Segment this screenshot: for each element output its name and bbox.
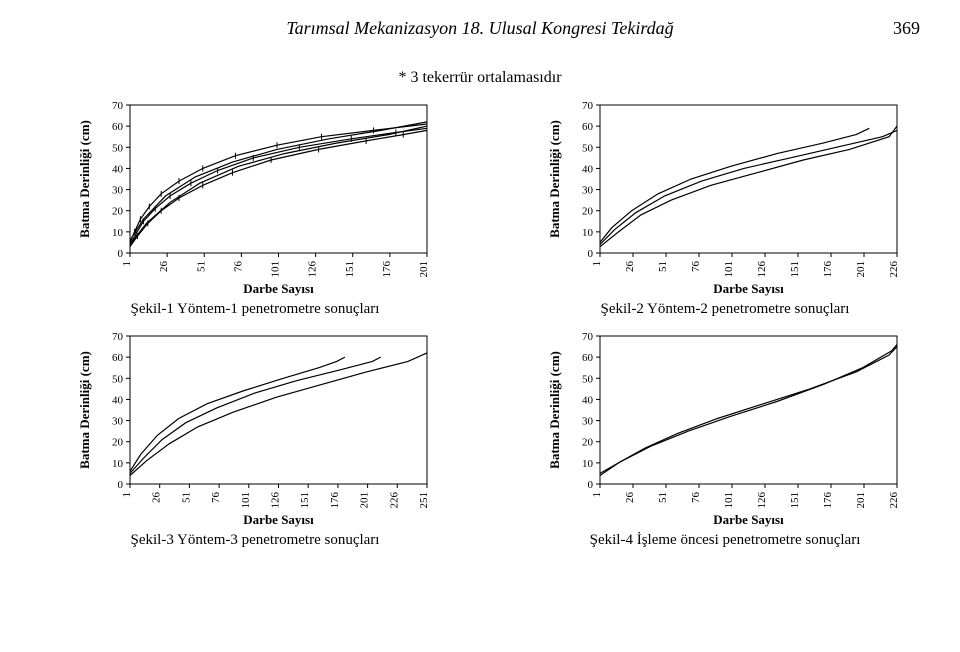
svg-text:176: 176 [329, 492, 341, 509]
chart-3: 0102030405060701265176101126151176201226… [75, 328, 435, 528]
svg-text:50: 50 [582, 373, 594, 385]
caption-2: Şekil-2 Yöntem-2 penetrometre sonuçları [601, 301, 850, 318]
svg-text:50: 50 [582, 142, 594, 154]
svg-text:40: 40 [582, 394, 594, 406]
svg-text:20: 20 [112, 206, 124, 218]
svg-text:151: 151 [789, 261, 801, 278]
svg-text:60: 60 [582, 352, 594, 364]
svg-text:40: 40 [112, 163, 124, 175]
svg-text:20: 20 [582, 206, 594, 218]
svg-text:70: 70 [112, 100, 124, 112]
svg-text:76: 76 [690, 261, 702, 273]
chart-2: 0102030405060701265176101126151176201226… [545, 97, 905, 297]
chart-1: 0102030405060701265176101126151176201Bat… [75, 97, 435, 297]
svg-text:101: 101 [723, 261, 735, 278]
svg-text:Darbe Sayısı: Darbe Sayısı [713, 281, 784, 296]
svg-text:40: 40 [112, 394, 124, 406]
line-chart: 0102030405060701265176101126151176201226… [75, 328, 435, 528]
svg-text:26: 26 [158, 261, 170, 273]
svg-text:10: 10 [112, 227, 124, 239]
svg-text:76: 76 [210, 492, 222, 504]
svg-text:51: 51 [180, 492, 192, 503]
svg-text:201: 201 [359, 492, 371, 509]
svg-text:101: 101 [270, 261, 282, 278]
svg-text:51: 51 [657, 261, 669, 272]
svg-text:Batma Derinliği (cm): Batma Derinliği (cm) [547, 120, 562, 238]
svg-text:Batma Derinliği (cm): Batma Derinliği (cm) [77, 120, 92, 238]
svg-text:20: 20 [582, 437, 594, 449]
svg-text:51: 51 [195, 261, 207, 272]
svg-text:151: 151 [299, 492, 311, 509]
svg-text:76: 76 [690, 492, 702, 504]
page-number: 369 [893, 18, 920, 39]
chart-grid: 0102030405060701265176101126151176201Bat… [40, 97, 920, 549]
svg-text:176: 176 [822, 492, 834, 509]
svg-text:0: 0 [118, 248, 124, 260]
svg-text:201: 201 [855, 261, 867, 278]
svg-text:226: 226 [888, 261, 900, 278]
svg-text:Darbe Sayısı: Darbe Sayısı [243, 281, 314, 296]
svg-text:51: 51 [657, 492, 669, 503]
svg-text:50: 50 [112, 373, 124, 385]
svg-text:126: 126 [756, 261, 768, 278]
svg-text:101: 101 [723, 492, 735, 509]
svg-text:70: 70 [582, 331, 594, 343]
svg-text:10: 10 [112, 458, 124, 470]
svg-text:26: 26 [624, 261, 636, 273]
svg-text:20: 20 [112, 437, 124, 449]
svg-text:50: 50 [112, 142, 124, 154]
svg-text:226: 226 [388, 492, 400, 509]
svg-text:1: 1 [591, 492, 603, 498]
caption-3: Şekil-3 Yöntem-3 penetrometre sonuçları [131, 532, 380, 549]
svg-text:10: 10 [582, 227, 594, 239]
caption-4: Şekil-4 İşleme öncesi penetrometre sonuç… [590, 532, 861, 549]
svg-text:70: 70 [112, 331, 124, 343]
svg-text:126: 126 [307, 261, 319, 278]
svg-text:26: 26 [151, 492, 163, 504]
header-title: Tarımsal Mekanizasyon 18. Ulusal Kongres… [286, 18, 673, 38]
svg-text:176: 176 [381, 261, 393, 278]
line-chart: 0102030405060701265176101126151176201226… [545, 97, 905, 297]
chart-4: 0102030405060701265176101126151176201226… [545, 328, 905, 528]
svg-text:60: 60 [112, 352, 124, 364]
svg-text:30: 30 [582, 416, 594, 428]
svg-text:1: 1 [121, 492, 133, 498]
svg-text:60: 60 [112, 121, 124, 133]
svg-text:30: 30 [112, 185, 124, 197]
svg-text:Darbe Sayısı: Darbe Sayısı [243, 512, 314, 527]
svg-text:30: 30 [582, 185, 594, 197]
svg-text:Batma Derinliği (cm): Batma Derinliği (cm) [77, 351, 92, 469]
footnote: * 3 tekerrür ortalamasıdır [40, 69, 920, 87]
svg-text:126: 126 [756, 492, 768, 509]
svg-text:1: 1 [591, 261, 603, 267]
svg-text:1: 1 [121, 261, 133, 267]
svg-text:201: 201 [418, 261, 430, 278]
svg-text:Darbe Sayısı: Darbe Sayısı [713, 512, 784, 527]
svg-text:251: 251 [418, 492, 430, 509]
svg-text:176: 176 [822, 261, 834, 278]
svg-text:151: 151 [344, 261, 356, 278]
svg-text:101: 101 [240, 492, 252, 509]
svg-text:30: 30 [112, 416, 124, 428]
svg-text:70: 70 [582, 100, 594, 112]
svg-text:0: 0 [588, 479, 594, 491]
svg-text:226: 226 [888, 492, 900, 509]
svg-text:40: 40 [582, 163, 594, 175]
line-chart: 0102030405060701265176101126151176201226… [545, 328, 905, 528]
svg-text:26: 26 [624, 492, 636, 504]
svg-text:0: 0 [118, 479, 124, 491]
svg-text:126: 126 [270, 492, 282, 509]
svg-text:Batma Derinliği (cm): Batma Derinliği (cm) [547, 351, 562, 469]
svg-text:151: 151 [789, 492, 801, 509]
svg-text:60: 60 [582, 121, 594, 133]
caption-1: Şekil-1 Yöntem-1 penetrometre sonuçları [131, 301, 380, 318]
svg-text:0: 0 [588, 248, 594, 260]
line-chart: 0102030405060701265176101126151176201Bat… [75, 97, 435, 297]
svg-text:201: 201 [855, 492, 867, 509]
svg-text:76: 76 [232, 261, 244, 273]
svg-text:10: 10 [582, 458, 594, 470]
